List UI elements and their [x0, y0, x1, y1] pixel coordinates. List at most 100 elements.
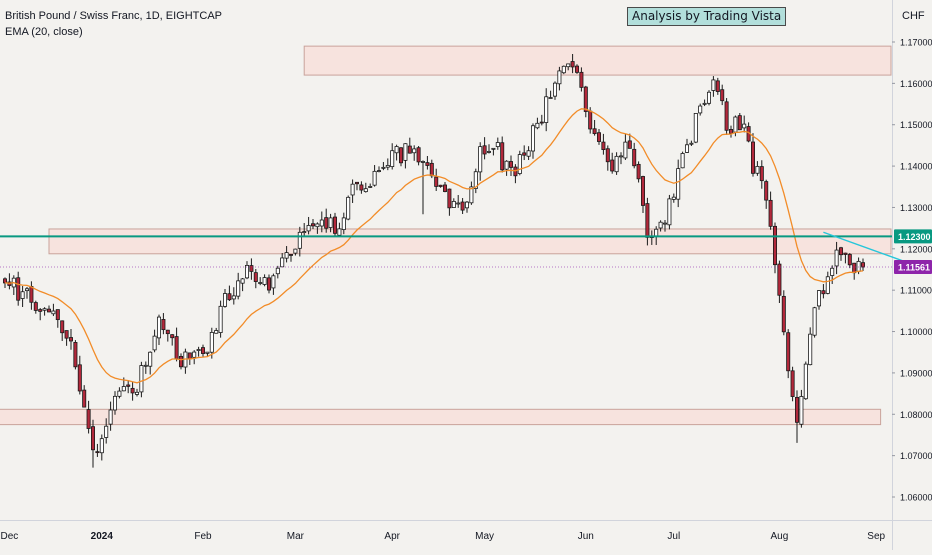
candle[interactable] — [170, 334, 175, 339]
candle[interactable] — [500, 142, 505, 171]
candle[interactable] — [134, 391, 139, 395]
candle[interactable] — [856, 260, 861, 272]
candle[interactable] — [610, 159, 615, 172]
candle[interactable] — [645, 203, 650, 238]
candle[interactable] — [539, 121, 544, 124]
candle[interactable] — [51, 310, 56, 315]
candle[interactable] — [288, 254, 293, 256]
candle[interactable] — [200, 347, 205, 354]
candle[interactable] — [711, 79, 716, 91]
candle[interactable] — [830, 267, 835, 276]
candle[interactable] — [614, 155, 619, 173]
candle[interactable] — [641, 176, 646, 206]
candle[interactable] — [658, 221, 663, 229]
candle[interactable] — [341, 217, 346, 230]
candle[interactable] — [244, 264, 249, 279]
candle[interactable] — [236, 280, 241, 297]
candle[interactable] — [847, 254, 852, 266]
candle[interactable] — [839, 247, 844, 256]
candle[interactable] — [438, 184, 443, 187]
candle[interactable] — [42, 308, 47, 311]
candle[interactable] — [271, 275, 276, 289]
candle[interactable] — [205, 351, 210, 354]
candle[interactable] — [583, 86, 588, 112]
candle[interactable] — [55, 309, 60, 321]
candle[interactable] — [773, 225, 778, 266]
candle[interactable] — [601, 141, 606, 150]
candle[interactable] — [795, 396, 800, 423]
candle[interactable] — [332, 216, 337, 234]
candle[interactable] — [38, 309, 43, 312]
candle[interactable] — [156, 316, 161, 339]
candle[interactable] — [627, 140, 632, 149]
candle[interactable] — [570, 61, 575, 68]
candle[interactable] — [799, 396, 804, 425]
candle[interactable] — [654, 228, 659, 237]
candle[interactable] — [104, 425, 109, 438]
candle[interactable] — [561, 65, 566, 74]
candle[interactable] — [381, 166, 386, 169]
candle[interactable] — [623, 141, 628, 159]
candle[interactable] — [354, 181, 359, 185]
candle[interactable] — [852, 262, 857, 274]
candle[interactable] — [456, 202, 461, 205]
candle[interactable] — [161, 319, 166, 331]
candle[interactable] — [451, 200, 456, 208]
price-scale[interactable] — [892, 0, 932, 550]
candle[interactable] — [319, 219, 324, 227]
candle[interactable] — [553, 82, 558, 97]
candle[interactable] — [214, 330, 219, 334]
candle[interactable] — [77, 364, 82, 392]
candle[interactable] — [597, 132, 602, 142]
candle[interactable] — [522, 152, 527, 156]
candle[interactable] — [821, 290, 826, 295]
candle[interactable] — [231, 295, 236, 300]
candle[interactable] — [73, 342, 78, 368]
candle[interactable] — [861, 262, 866, 268]
candle[interactable] — [442, 184, 447, 192]
candle[interactable] — [434, 176, 439, 187]
candle[interactable] — [47, 308, 52, 313]
candle[interactable] — [759, 166, 764, 182]
candle[interactable] — [196, 349, 201, 351]
candle[interactable] — [280, 257, 285, 268]
candle[interactable] — [632, 148, 637, 167]
candle[interactable] — [82, 389, 87, 408]
zone-box-1[interactable] — [48, 228, 892, 255]
candle[interactable] — [707, 91, 712, 104]
candle[interactable] — [64, 330, 69, 339]
candle[interactable] — [376, 170, 381, 172]
candle[interactable] — [126, 384, 131, 387]
candle[interactable] — [117, 390, 122, 397]
candle[interactable] — [350, 183, 355, 196]
candle[interactable] — [385, 165, 390, 168]
candle[interactable] — [69, 337, 74, 342]
candle[interactable] — [495, 142, 500, 148]
candle[interactable] — [390, 150, 395, 168]
candle[interactable] — [258, 282, 263, 284]
candle[interactable] — [504, 160, 509, 170]
candle[interactable] — [469, 186, 474, 204]
candle[interactable] — [812, 307, 817, 336]
ema-line[interactable] — [4, 108, 864, 384]
candle[interactable] — [531, 125, 536, 152]
candle[interactable] — [786, 332, 791, 372]
indicator-label[interactable]: EMA (20, close) — [5, 26, 83, 38]
candle[interactable] — [777, 263, 782, 296]
candle[interactable] — [693, 113, 698, 143]
candle[interactable] — [447, 188, 452, 209]
candle[interactable] — [346, 196, 351, 220]
candle[interactable] — [306, 225, 311, 232]
candle[interactable] — [764, 181, 769, 201]
candle[interactable] — [337, 228, 342, 236]
candle[interactable] — [715, 80, 720, 92]
candle[interactable] — [328, 217, 333, 228]
candle[interactable] — [619, 155, 624, 158]
candle[interactable] — [359, 184, 364, 191]
candle[interactable] — [751, 141, 756, 174]
candle[interactable] — [508, 161, 513, 168]
candle[interactable] — [825, 276, 830, 294]
candle[interactable] — [575, 65, 580, 73]
candle[interactable] — [416, 147, 421, 163]
